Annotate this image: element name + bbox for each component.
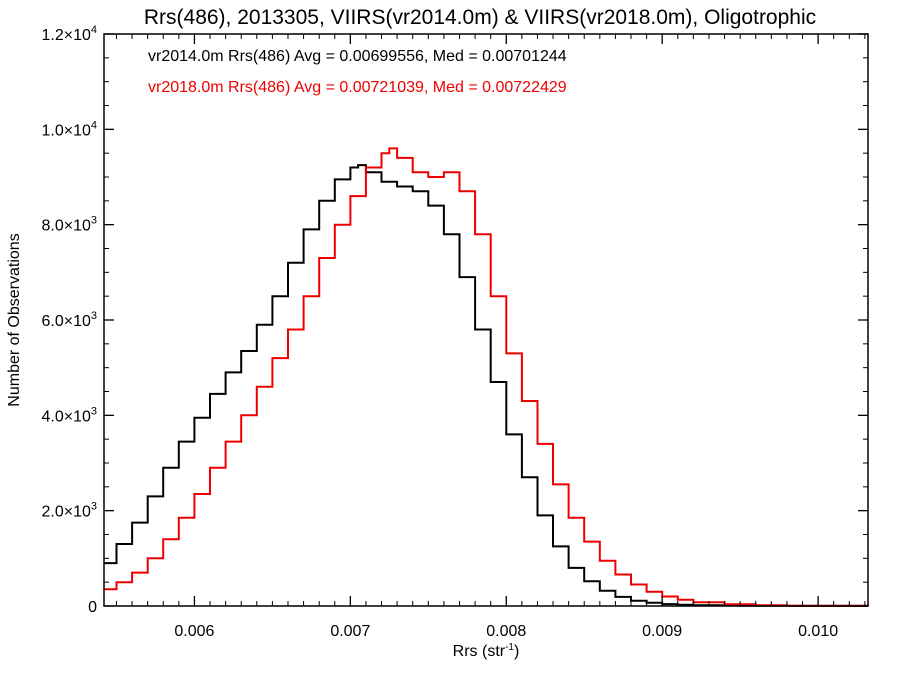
y-tick-exponent-6: 4: [91, 24, 97, 36]
y-tick-label-2: 4.0×103: [41, 405, 97, 425]
y-tick-exponent-5: 4: [91, 119, 97, 131]
y-tick-label-4: 8.0×103: [41, 215, 97, 235]
x-tick-label-3: 0.009: [642, 623, 682, 640]
series-layer: [104, 147, 869, 607]
plot-frame: [103, 33, 869, 607]
x-axis-label-sup: -1: [505, 642, 514, 653]
y-tick-label-0: 0: [88, 599, 97, 616]
y-tick-exponent-2: 3: [91, 405, 97, 417]
series-line-0: [104, 164, 869, 607]
x-tick-label-2: 0.008: [486, 623, 526, 640]
y-axis-label: Number of Observations: [6, 233, 23, 406]
annotation-vr2014: vr2014.0m Rrs(486) Avg = 0.00699556, Med…: [148, 48, 567, 65]
x-tick-label-0: 0.006: [174, 623, 214, 640]
y-tick-mantissa-3: 6.0×10: [41, 313, 90, 330]
x-axis-label: Rrs (str-1): [453, 642, 520, 660]
annotation-vr2018: vr2018.0m Rrs(486) Avg = 0.00721039, Med…: [148, 79, 567, 96]
y-tick-mantissa-0: 0: [88, 599, 97, 616]
x-axis-label-close: ): [514, 643, 519, 660]
x-axis-label-main: Rrs (str: [453, 643, 506, 660]
x-tick-label-4: 0.010: [798, 623, 838, 640]
y-tick-mantissa-4: 8.0×10: [41, 218, 90, 235]
y-tick-mantissa-1: 2.0×10: [41, 504, 90, 521]
x-tick-label-1: 0.007: [330, 623, 370, 640]
y-tick-mantissa-5: 1.0×10: [41, 122, 90, 139]
y-tick-label-5: 1.0×104: [41, 119, 97, 139]
y-tick-label-6: 1.2×104: [41, 24, 97, 44]
y-tick-exponent-4: 3: [91, 215, 97, 227]
y-tick-mantissa-6: 1.2×10: [41, 27, 90, 44]
y-tick-label-3: 6.0×103: [41, 310, 97, 330]
chart-title: Rrs(486), 2013305, VIIRS(vr2014.0m) & VI…: [144, 6, 816, 29]
y-tick-mantissa-2: 4.0×10: [41, 408, 90, 425]
y-tick-label-1: 2.0×103: [41, 501, 97, 521]
y-tick-exponent-3: 3: [91, 310, 97, 322]
axis-layer: 0.006 0.007 0.008 0.009 0.01002.0×1034.0×103…: [41, 24, 868, 640]
series-line-1: [104, 147, 869, 607]
y-tick-exponent-1: 3: [91, 501, 97, 513]
